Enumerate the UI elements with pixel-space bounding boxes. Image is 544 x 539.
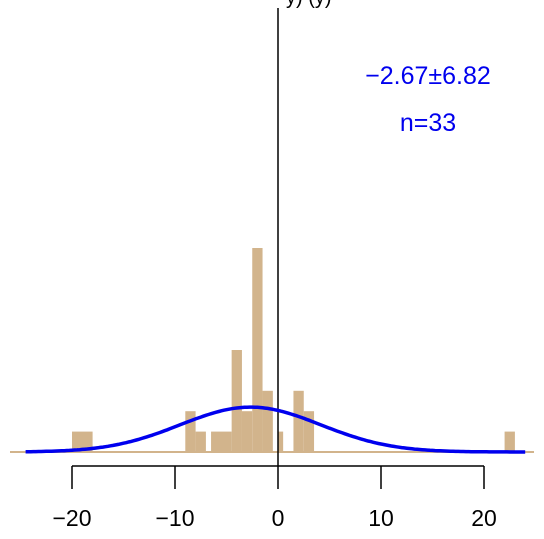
- histogram-bar: [185, 411, 196, 452]
- histogram-bar: [211, 431, 232, 452]
- histogram-bar: [262, 390, 273, 452]
- x-axis: −20 −10 0 10 20: [52, 465, 497, 531]
- mean-sd-annotation: −2.67±6.82: [365, 62, 491, 90]
- histogram-bar: [252, 248, 263, 452]
- sample-size-annotation: n=33: [400, 109, 456, 137]
- histogram-bar: [293, 390, 304, 452]
- x-tick-label: 20: [471, 505, 497, 531]
- x-tick-label: 10: [368, 505, 394, 531]
- histogram-bar: [504, 431, 515, 452]
- histogram-bar: [231, 350, 242, 452]
- x-tick-label: 0: [272, 505, 285, 531]
- histogram-bar: [72, 431, 93, 452]
- x-tick-label: −20: [52, 505, 91, 531]
- normal-fit-curve: [25, 405, 526, 454]
- x-tick-label: −10: [155, 505, 194, 531]
- histogram-bar: [195, 431, 206, 452]
- histogram-bar: [303, 411, 315, 452]
- chart-title-fragment: y) (y): [286, 0, 332, 9]
- histogram-bar: [278, 431, 284, 452]
- histogram-bar: [241, 411, 253, 452]
- histogram-bars: [72, 248, 515, 452]
